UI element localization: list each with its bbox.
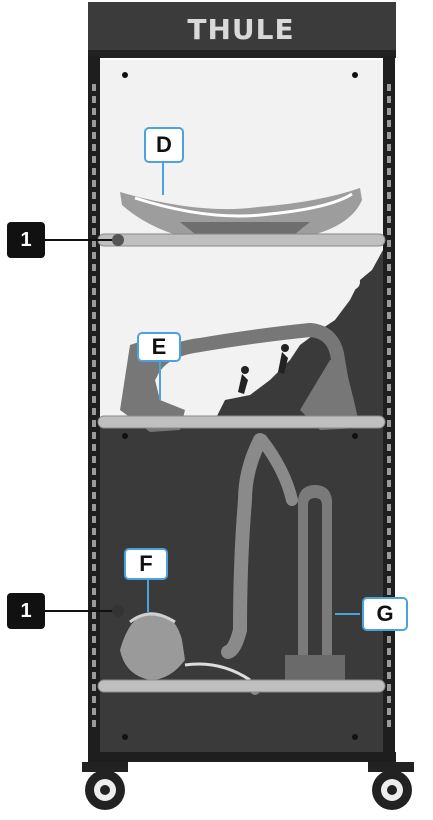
callout-f: F: [124, 548, 168, 580]
header-bar: [88, 50, 396, 58]
hiker-icon: [278, 344, 289, 374]
callout-d: D: [144, 127, 184, 163]
rail-bottom: [97, 679, 386, 693]
panel-bolts: [122, 72, 358, 740]
right-post-slots: [387, 80, 391, 730]
leader-lines: [147, 162, 360, 615]
base-bar: [88, 752, 396, 762]
callout-e: E: [137, 332, 181, 362]
climber-icon: [238, 366, 249, 394]
caster-wheel-icon: [82, 762, 128, 810]
strap: [221, 433, 267, 659]
header-panel: [88, 2, 396, 54]
rail-bottom-knob: [112, 605, 124, 617]
thule-logo: THULE: [187, 12, 295, 46]
rail-top: [97, 233, 386, 247]
callout-g: G: [362, 597, 408, 631]
left-post-slots: [92, 80, 96, 730]
strap-second: [256, 434, 298, 506]
rail-leader-lines: [44, 239, 112, 612]
rail-top-knob: [112, 234, 124, 246]
callout-1-top: 1: [7, 222, 45, 258]
callout-1-bottom: 1: [7, 593, 45, 629]
caster-wheel-right-icon: [368, 762, 414, 810]
bike-rider-icon: [322, 258, 360, 298]
rail-middle: [97, 415, 386, 429]
